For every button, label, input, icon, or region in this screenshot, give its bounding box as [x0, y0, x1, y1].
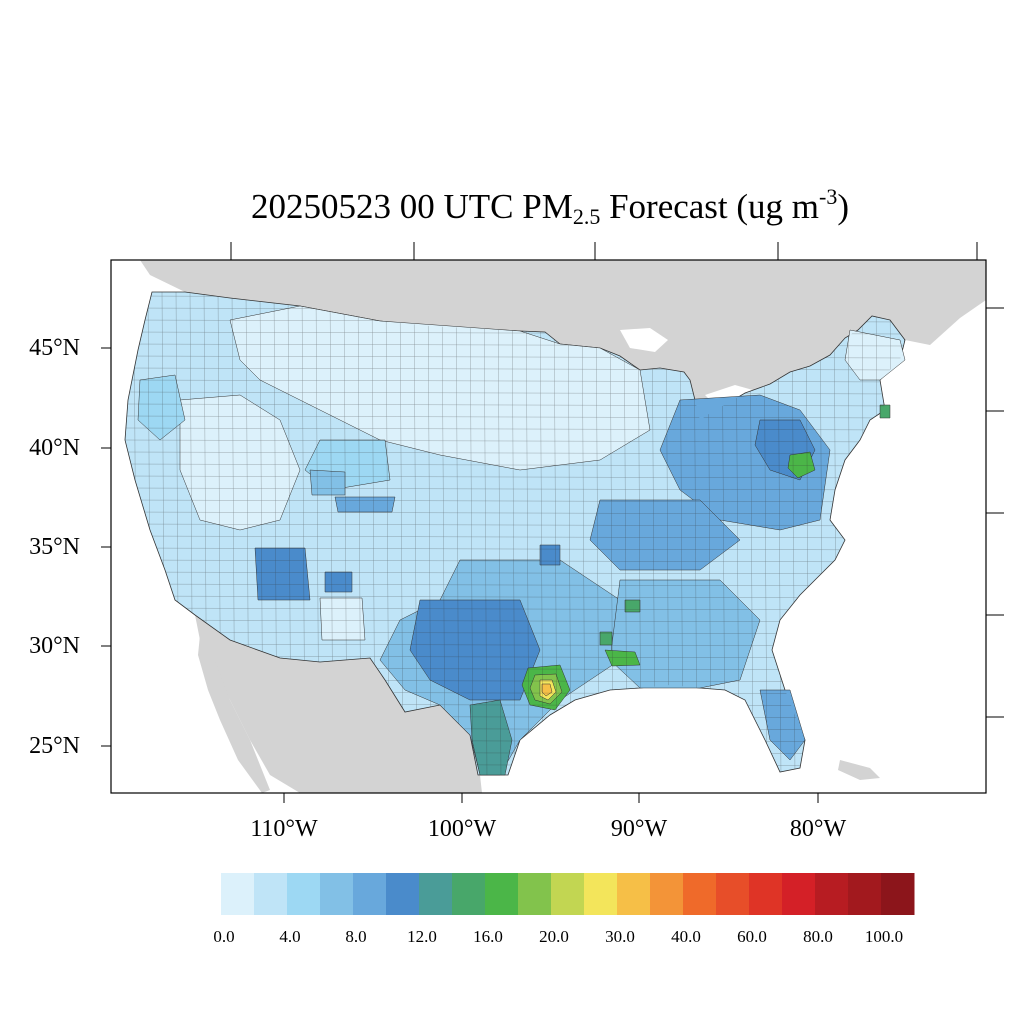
lat-label-40: 40°N [29, 435, 80, 461]
lat-label-25: 25°N [29, 733, 80, 759]
colorbar-label: 8.0 [345, 927, 367, 946]
mexico-land [195, 615, 482, 793]
colorbar-swatch [353, 873, 387, 915]
colorbar [221, 873, 915, 915]
colorbar-swatch [815, 873, 849, 915]
colorbar-swatch [320, 873, 354, 915]
colorbar-label: 12.0 [407, 927, 437, 946]
lat-label-30: 30°N [29, 633, 80, 659]
colorbar-swatch [716, 873, 750, 915]
lon-label-100w: 100°W [427, 816, 497, 842]
colorbar-swatch [221, 873, 255, 915]
colorbar-swatch [254, 873, 288, 915]
map-area [111, 260, 986, 793]
colorbar-label: 4.0 [279, 927, 301, 946]
colorbar-swatch [287, 873, 321, 915]
colorbar-swatch [683, 873, 717, 915]
colorbar-swatch [749, 873, 783, 915]
colorbar-label: 16.0 [473, 927, 503, 946]
hotspot-houston [521, 664, 571, 711]
colorbar-swatch [848, 873, 882, 915]
colorbar-swatch [551, 873, 585, 915]
colorbar-swatch [617, 873, 651, 915]
colorbar-label: 100.0 [864, 927, 904, 946]
colorbar-label: 40.0 [671, 927, 701, 946]
lat-label-35: 35°N [29, 534, 80, 560]
colorbar-label: 80.0 [803, 927, 833, 946]
canada-land [140, 260, 986, 420]
colorbar-label: 20.0 [539, 927, 569, 946]
colorbar-swatch [386, 873, 420, 915]
colorbar-swatch [452, 873, 486, 915]
colorbar-label: 0.0 [213, 927, 235, 946]
hotspot-louisiana [599, 599, 641, 667]
map-frame [110, 259, 987, 794]
axis-ticks [101, 242, 1004, 803]
map-title: 20250523 00 UTC PM2.5 Forecast (ug m-3) [250, 184, 850, 229]
lon-label-90w: 90°W [610, 816, 668, 842]
hotspot-pennsylvania [787, 404, 891, 479]
colorbar-swatch [881, 873, 915, 915]
colorbar-swatch [485, 873, 519, 915]
colorbar-swatch [419, 873, 453, 915]
lon-label-80w: 80°W [789, 816, 847, 842]
lat-label-45: 45°N [29, 335, 80, 361]
colorbar-label: 30.0 [605, 927, 635, 946]
colorbar-swatch [782, 873, 816, 915]
colorbar-swatch [584, 873, 618, 915]
colorbar-swatch [650, 873, 684, 915]
colorbar-label: 60.0 [737, 927, 767, 946]
lon-label-110w: 110°W [250, 816, 318, 842]
colorbar-swatch [518, 873, 552, 915]
